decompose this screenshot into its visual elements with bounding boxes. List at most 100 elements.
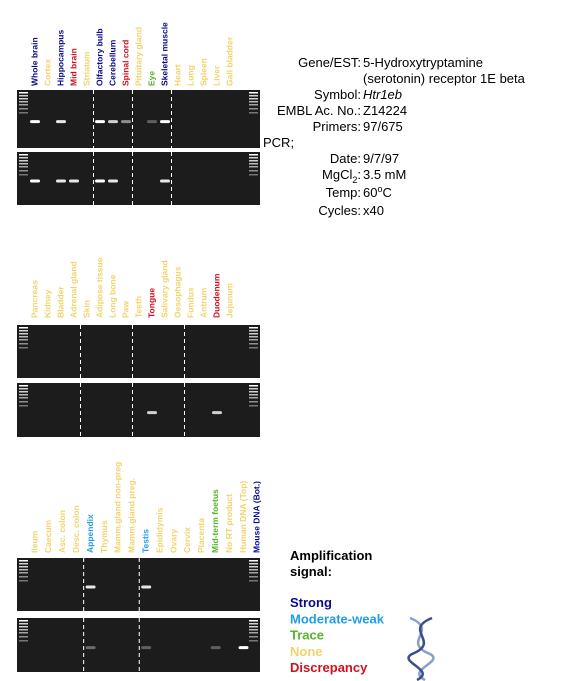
info-value: x40 — [363, 203, 384, 218]
lane-label: Placenta — [196, 518, 206, 553]
ladder-band — [249, 95, 258, 97]
lane-label: Heart — [172, 64, 182, 86]
ladder-band — [249, 397, 258, 399]
gel-image — [17, 383, 260, 437]
ladder-band — [19, 157, 28, 159]
info-value: 5-Hydroxytryptamine — [363, 55, 483, 70]
lane-label: Adrenal gland — [68, 261, 78, 318]
ladder-band — [19, 166, 28, 168]
lane-label: Eye — [146, 71, 156, 86]
lane-label: Epididymis — [154, 507, 164, 553]
info-value: 60oC — [363, 184, 392, 200]
ladder-band — [19, 563, 28, 565]
gel-image — [17, 152, 260, 205]
pcr-band — [108, 179, 118, 183]
lane-label: Cervix — [182, 527, 192, 553]
lane-label: Olfactory bulb — [94, 28, 104, 86]
pcr-band — [30, 120, 40, 124]
ladder-band — [19, 640, 28, 642]
ladder-band — [249, 157, 258, 159]
lane-label: Skeletal muscle — [159, 22, 169, 86]
ladder-band — [249, 620, 258, 622]
lane-label: Ovary — [168, 529, 178, 553]
lane-label: Antrum — [198, 287, 208, 318]
ladder-band — [249, 339, 258, 341]
ladder-band — [249, 174, 258, 176]
value-part: 60 — [363, 185, 377, 200]
ladder-band — [249, 333, 258, 335]
lane-label: Paw — [120, 301, 130, 318]
ladder-band — [19, 566, 28, 568]
info-value: (serotonin) receptor 1E beta — [363, 71, 526, 86]
dna-icon — [407, 616, 435, 681]
info-value: 3.5 mM — [363, 167, 406, 182]
pcr-band — [238, 646, 249, 650]
ladder-band — [249, 580, 258, 582]
ladder-band — [249, 405, 258, 407]
ladder-band — [249, 154, 258, 156]
lane-label: Tongue — [146, 288, 156, 318]
info-value: 97/675 — [363, 119, 403, 134]
ladder-band — [249, 569, 258, 571]
lane-label: Long bone — [107, 274, 117, 318]
info-label: Temp: — [326, 185, 361, 200]
ladder-band — [19, 569, 28, 571]
ladder-band — [19, 388, 28, 390]
ladder-band — [19, 108, 28, 110]
pcr-band — [141, 585, 152, 589]
gene-info: Gene/EST: 5-Hydroxytryptamine (serotonin… — [263, 55, 526, 218]
lane-label: Cerebellum — [107, 39, 117, 86]
ladder-band — [249, 166, 258, 168]
pcr-band — [108, 120, 118, 124]
info-label: Gene/EST: — [298, 55, 361, 70]
legend-item: Strong — [290, 595, 332, 610]
lane-label: Caecum — [43, 519, 53, 553]
info-label: Cycles: — [318, 203, 361, 218]
pcr-band — [147, 120, 157, 124]
lane-label: Ileum — [29, 530, 39, 553]
ladder-band — [19, 170, 28, 172]
lane-label: Pancreas — [29, 280, 39, 318]
ladder-band — [19, 327, 28, 329]
info-value: Z14224 — [363, 103, 407, 118]
pcr-band — [141, 646, 152, 650]
ladder-band — [249, 636, 258, 638]
ladder-band — [19, 623, 28, 625]
ladder-band — [249, 623, 258, 625]
gel-image — [17, 558, 260, 611]
lane-label: Spinal cord — [120, 40, 130, 86]
gel — [17, 90, 260, 148]
ladder-band — [19, 626, 28, 628]
lane-label: Mid brain — [68, 48, 78, 86]
ladder-band — [249, 394, 258, 396]
label-sub: 2 — [352, 175, 357, 185]
ladder-band — [249, 388, 258, 390]
ladder-band — [19, 580, 28, 582]
lane-label: Adipose tissue — [94, 257, 104, 318]
lane-label: Skin — [81, 300, 91, 318]
ladder-band — [249, 563, 258, 565]
legend-title: Amplification — [290, 548, 372, 563]
ladder-band — [249, 629, 258, 631]
ladder-band — [19, 330, 28, 332]
pcr-band — [212, 411, 222, 415]
ladder-band — [19, 401, 28, 403]
gel-image — [17, 618, 260, 672]
ladder-band — [19, 95, 28, 97]
lane-label: Liver — [211, 65, 221, 86]
ladder-band — [249, 347, 258, 349]
info-label: Primers: — [313, 119, 361, 134]
lane-label: Testis — [140, 529, 150, 553]
ladder-band — [249, 101, 258, 103]
ladder-band — [249, 572, 258, 574]
ladder-band — [249, 108, 258, 110]
lane-label: Mouse DNA (Bot.) — [252, 481, 262, 553]
info-label: Date: — [330, 151, 361, 166]
ladder-band — [19, 112, 28, 114]
lane-label: Mamm.gland non-preg — [113, 462, 123, 553]
pcr-band — [121, 120, 131, 124]
ladder-band — [19, 92, 28, 94]
gel-image — [17, 90, 260, 148]
lane-label: Desc. colon — [71, 505, 81, 553]
